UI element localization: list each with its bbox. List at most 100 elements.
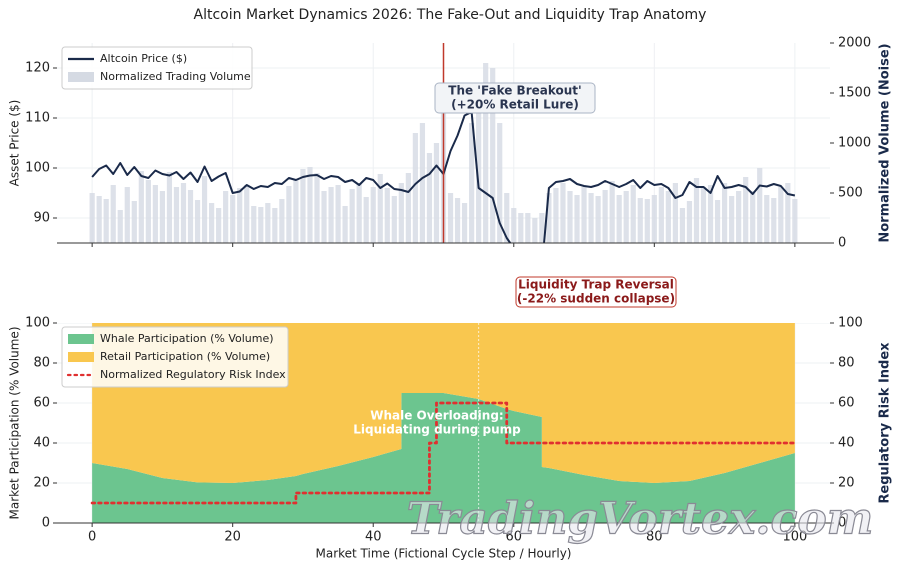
volume-bar (454, 198, 461, 243)
volume-bar (89, 193, 95, 243)
volume-bar (743, 177, 749, 243)
volume-bar (750, 191, 756, 243)
volume-bar (567, 191, 573, 243)
y2-tick-label: 40 (838, 436, 855, 451)
y2-axis-label: Regulatory Risk Index (878, 342, 893, 504)
volume-bar (644, 199, 650, 243)
volume-bar (433, 143, 440, 243)
volume-bar (546, 193, 552, 243)
volume-bar (328, 187, 334, 243)
volume-bar (693, 178, 700, 243)
volume-bar (314, 173, 320, 243)
volume-bar (447, 193, 454, 243)
volume-bar (574, 195, 580, 243)
volume-bar (771, 198, 777, 243)
volume-bar (293, 180, 299, 243)
volume-bar (279, 199, 285, 243)
volume-bar (461, 203, 468, 243)
y-tick-label: 120 (25, 61, 50, 76)
annotation: Liquidating during pump (353, 423, 521, 437)
volume-bar (201, 176, 208, 243)
y2-tick-label: 1500 (838, 86, 871, 101)
annotation-box (515, 276, 677, 308)
volume-bar (595, 196, 601, 243)
volume-bar (223, 191, 229, 243)
y2-tick-label: 2000 (838, 36, 871, 51)
y-tick-label: 60 (33, 396, 50, 411)
volume-bar (194, 200, 201, 243)
volume-bar (707, 185, 714, 243)
y-tick-label: 40 (33, 436, 50, 451)
volume-bar (764, 195, 770, 243)
volume-bar (672, 183, 678, 243)
y-tick-label: 80 (33, 356, 50, 371)
stacked-area (92, 393, 795, 523)
y2-tick-label: 60 (838, 396, 855, 411)
y2-tick-label: 20 (838, 476, 855, 491)
volume-bar (216, 208, 222, 243)
volume-bar (511, 208, 517, 243)
volume-bar (714, 200, 721, 243)
volume-bar (356, 183, 362, 243)
volume-bar (651, 195, 657, 243)
annotation: (-22% sudden collapse) (517, 292, 675, 306)
volume-bar (321, 191, 327, 243)
volume-bar (286, 186, 292, 243)
volume-bar (307, 167, 313, 243)
y2-tick-label: 0 (838, 516, 846, 531)
volume-bar (616, 195, 622, 243)
volume-bar (173, 187, 180, 243)
volume-bar (145, 180, 151, 243)
x-tick-label: 0 (88, 530, 96, 545)
volume-bar (483, 63, 489, 243)
volume-bar (370, 187, 376, 243)
volume-bar (335, 185, 341, 243)
volume-bar (518, 213, 524, 243)
watermark: TradingVortex.com (407, 494, 874, 545)
volume-bar (504, 193, 510, 243)
x-axis-label: Market Time (Fictional Cycle Step / Hour… (315, 547, 571, 561)
volume-bar (637, 198, 643, 243)
volume-bar (237, 188, 243, 243)
annotation: The 'Fake Breakout' (448, 84, 581, 98)
volume-bar (602, 190, 608, 243)
annotation: Whale Overloading: (370, 409, 503, 423)
volume-bar (736, 191, 742, 243)
volume-bar (658, 187, 664, 243)
volume-bar (180, 183, 187, 243)
volume-bar (258, 207, 264, 243)
volume-bar (729, 196, 735, 243)
volume-bar (391, 196, 397, 243)
volume-bar (166, 172, 173, 243)
legend-swatch (68, 352, 94, 362)
volume-bar (686, 201, 693, 243)
volume-bar (679, 208, 686, 243)
y2-tick-label: 80 (838, 356, 855, 371)
legend-label: Altcoin Price ($) (100, 52, 187, 65)
y2-tick-label: 500 (838, 186, 863, 201)
volume-bar (244, 185, 250, 243)
volume-bar (497, 123, 503, 243)
y-tick-label: 90 (33, 211, 50, 226)
plot (57, 43, 830, 243)
x-tick-label: 80 (646, 530, 663, 545)
volume-bar (384, 188, 390, 243)
legend-swatch (68, 334, 94, 344)
volume-bar (342, 206, 348, 243)
volume-bar (525, 213, 531, 243)
volume-bar (117, 210, 123, 243)
volume-bar (665, 191, 671, 243)
x-tick-label: 40 (365, 530, 382, 545)
volume-bar (131, 201, 137, 243)
volume-bar (581, 187, 587, 243)
x-tick-label: 60 (505, 530, 522, 545)
volume-bar (539, 213, 545, 243)
volume-bar (792, 199, 798, 243)
volume-bar (152, 185, 158, 243)
volume-bar (532, 218, 538, 243)
y2-tick-label: 0 (838, 236, 846, 251)
volume-bar (110, 185, 116, 243)
y-axis-label: Asset Price ($) (8, 100, 22, 187)
annotation: (+20% Retail Lure) (451, 98, 579, 112)
